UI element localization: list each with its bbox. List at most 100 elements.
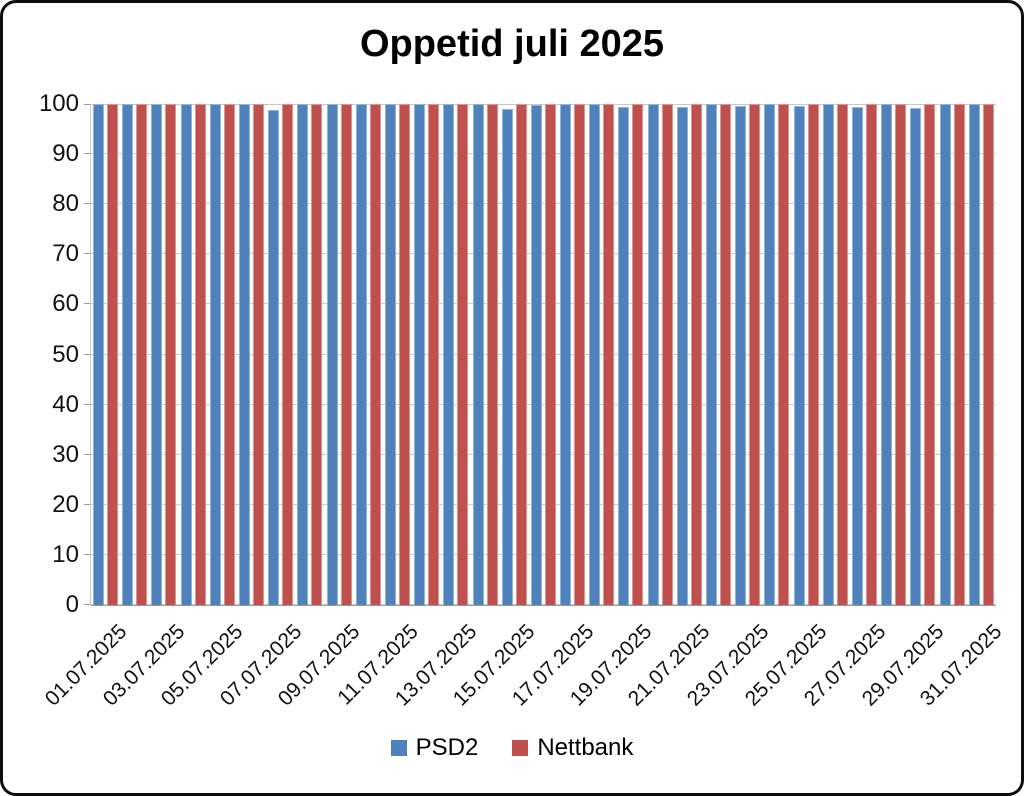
day-group-17.07.2025 xyxy=(558,104,587,605)
y-tick-90 xyxy=(84,153,90,155)
bar-psd2-09.07.2025 xyxy=(326,104,338,605)
y-axis-labels: 0 10 20 30 40 50 60 70 80 90 100 xyxy=(3,90,79,618)
day-group-14.07.2025 xyxy=(470,104,499,605)
bar-nettbank-03.07.2025 xyxy=(165,104,177,605)
gridline-80 xyxy=(91,203,996,205)
bar-psd2-16.07.2025 xyxy=(530,105,542,605)
day-group-16.07.2025 xyxy=(529,104,558,605)
bar-nettbank-26.07.2025 xyxy=(836,104,848,605)
bar-psd2-14.07.2025 xyxy=(472,104,484,605)
y-axis-line xyxy=(90,104,91,605)
bar-nettbank-22.07.2025 xyxy=(720,104,732,605)
bar-nettbank-08.07.2025 xyxy=(311,104,323,605)
bar-nettbank-28.07.2025 xyxy=(895,104,907,605)
legend-item-psd2: PSD2 xyxy=(390,734,479,762)
bar-series-container xyxy=(91,104,996,605)
bar-psd2-18.07.2025 xyxy=(589,104,601,605)
bar-psd2-23.07.2025 xyxy=(735,105,747,605)
day-group-05.07.2025 xyxy=(208,104,237,605)
day-group-31.07.2025 xyxy=(967,104,996,605)
day-group-15.07.2025 xyxy=(500,104,529,605)
bar-nettbank-06.07.2025 xyxy=(253,104,265,605)
x-axis-line xyxy=(91,605,996,606)
y-tick-80 xyxy=(84,203,90,205)
bar-nettbank-11.07.2025 xyxy=(398,104,410,605)
day-group-30.07.2025 xyxy=(937,104,966,605)
legend-item-nettbank: Nettbank xyxy=(512,734,633,762)
bar-psd2-19.07.2025 xyxy=(618,107,630,605)
y-axis-label-50: 50 xyxy=(52,340,79,368)
y-tick-50 xyxy=(84,353,90,355)
y-tick-70 xyxy=(84,253,90,255)
y-axis-label-80: 80 xyxy=(52,190,79,218)
bar-nettbank-15.07.2025 xyxy=(515,104,527,605)
bar-psd2-02.07.2025 xyxy=(122,104,134,605)
bar-nettbank-29.07.2025 xyxy=(924,104,936,605)
bar-nettbank-07.07.2025 xyxy=(282,104,294,605)
bar-nettbank-30.07.2025 xyxy=(953,104,965,605)
gridline-40 xyxy=(91,403,996,405)
gridline-50 xyxy=(91,353,996,355)
gridline-100 xyxy=(91,104,996,105)
bar-psd2-28.07.2025 xyxy=(881,104,893,605)
bar-psd2-11.07.2025 xyxy=(384,104,396,605)
bar-nettbank-19.07.2025 xyxy=(632,104,644,605)
bar-nettbank-09.07.2025 xyxy=(340,104,352,605)
bar-psd2-27.07.2025 xyxy=(851,106,863,605)
bar-nettbank-13.07.2025 xyxy=(457,104,469,605)
day-group-29.07.2025 xyxy=(908,104,937,605)
y-axis-label-0: 0 xyxy=(65,591,79,618)
bar-nettbank-23.07.2025 xyxy=(749,104,761,605)
y-tick-100 xyxy=(84,104,90,105)
bar-nettbank-27.07.2025 xyxy=(865,104,877,605)
day-group-09.07.2025 xyxy=(325,104,354,605)
y-axis-label-60: 60 xyxy=(52,290,79,318)
y-axis-label-30: 30 xyxy=(52,440,79,468)
day-group-12.07.2025 xyxy=(412,104,441,605)
bar-nettbank-25.07.2025 xyxy=(807,104,819,605)
gridline-90 xyxy=(91,153,996,155)
day-group-19.07.2025 xyxy=(616,104,645,605)
bar-nettbank-04.07.2025 xyxy=(194,104,206,605)
bar-psd2-12.07.2025 xyxy=(414,104,426,605)
bar-psd2-08.07.2025 xyxy=(297,104,309,605)
bar-nettbank-12.07.2025 xyxy=(428,104,440,605)
y-axis-label-40: 40 xyxy=(52,390,79,418)
legend-swatch-icon xyxy=(512,740,529,756)
day-group-26.07.2025 xyxy=(821,104,850,605)
bar-nettbank-05.07.2025 xyxy=(223,104,235,605)
gridline-20 xyxy=(91,503,996,505)
y-axis-label-70: 70 xyxy=(52,240,79,268)
bar-psd2-24.07.2025 xyxy=(764,104,776,605)
y-axis-label-90: 90 xyxy=(52,140,79,168)
y-axis-label-20: 20 xyxy=(52,490,79,518)
day-group-28.07.2025 xyxy=(879,104,908,605)
gridline-10 xyxy=(91,553,996,555)
gridline-30 xyxy=(91,453,996,455)
bar-psd2-10.07.2025 xyxy=(355,104,367,605)
day-group-27.07.2025 xyxy=(850,104,879,605)
legend-label: PSD2 xyxy=(415,734,479,761)
bar-psd2-03.07.2025 xyxy=(151,104,163,605)
gridline-60 xyxy=(91,303,996,305)
y-tick-20 xyxy=(84,503,90,505)
x-axis-labels: 01.07.2025 03.07.2025 05.07.2025 07.07.2025… xyxy=(40,610,1006,740)
day-group-11.07.2025 xyxy=(383,104,412,605)
y-tick-40 xyxy=(84,403,90,405)
bar-nettbank-02.07.2025 xyxy=(136,104,148,605)
day-group-08.07.2025 xyxy=(295,104,324,605)
bar-nettbank-20.07.2025 xyxy=(661,104,673,605)
bar-nettbank-17.07.2025 xyxy=(574,104,586,605)
day-group-02.07.2025 xyxy=(120,104,149,605)
bar-psd2-26.07.2025 xyxy=(822,104,834,605)
bar-psd2-01.07.2025 xyxy=(93,104,105,605)
day-group-06.07.2025 xyxy=(237,104,266,605)
bar-psd2-21.07.2025 xyxy=(676,106,688,605)
bar-psd2-07.07.2025 xyxy=(268,109,280,605)
y-axis-label-100: 100 xyxy=(38,90,79,117)
day-group-25.07.2025 xyxy=(792,104,821,605)
bar-nettbank-14.07.2025 xyxy=(486,104,498,605)
day-group-24.07.2025 xyxy=(762,104,791,605)
day-group-01.07.2025 xyxy=(91,104,120,605)
bar-psd2-06.07.2025 xyxy=(239,104,251,605)
